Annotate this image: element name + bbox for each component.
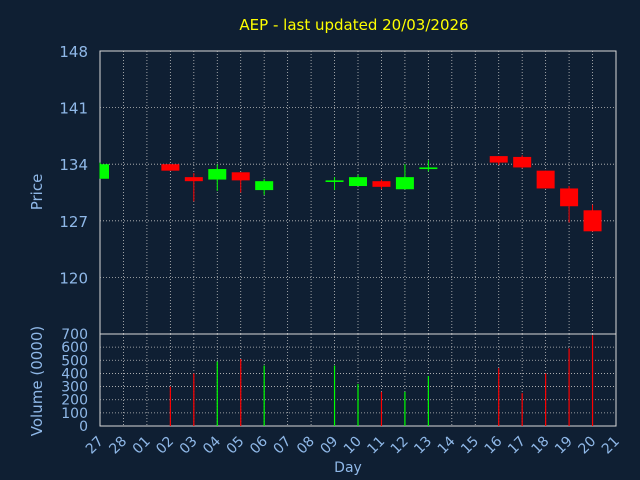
x-tick-label: 08 (294, 434, 318, 458)
volume-tick-label: 600 (61, 340, 88, 356)
volume-axis-label: Volume (0000) (28, 326, 46, 436)
price-tick-label: 134 (59, 156, 88, 174)
candle-body (349, 177, 367, 187)
candle-body (560, 188, 579, 207)
x-tick-label: 13 (411, 434, 435, 458)
volume-tick-label: 0 (79, 419, 88, 435)
x-tick-label: 02 (153, 434, 177, 458)
price-tick-label: 148 (59, 43, 88, 61)
price-tick-label: 141 (59, 100, 88, 118)
x-tick-label: 11 (364, 434, 388, 458)
price-tick-label: 127 (59, 213, 88, 231)
x-tick-label: 04 (200, 433, 224, 457)
x-tick-label: 21 (599, 434, 623, 458)
x-tick-label: 27 (83, 434, 107, 458)
x-tick-label: 19 (552, 434, 576, 458)
x-tick-label: 15 (458, 434, 482, 458)
volume-tick-label: 500 (61, 353, 88, 369)
candle-body (489, 156, 508, 163)
candle-body (184, 177, 203, 182)
price-panel: 120 127 134 141 148 (59, 43, 617, 335)
candle-body (419, 167, 438, 170)
x-tick-label: 05 (224, 434, 248, 458)
x-tick-label: 18 (529, 434, 553, 458)
x-tick-label: 06 (247, 433, 271, 457)
x-tick-label: 16 (482, 433, 506, 457)
candle-body (372, 181, 391, 187)
x-tick-label: 14 (435, 433, 459, 457)
x-tick-label: 10 (341, 434, 365, 458)
x-tick-label: 01 (130, 434, 154, 458)
price-tick-label: 120 (59, 269, 88, 287)
candle-body (208, 169, 227, 180)
candle-body (536, 170, 555, 189)
candle-body (325, 180, 344, 182)
x-axis-label: Day (334, 460, 362, 476)
x-tick-label: 07 (271, 434, 295, 458)
candle-body (513, 156, 532, 168)
candle-body (583, 210, 602, 232)
x-tick-label: 17 (505, 434, 529, 458)
x-tick-label: 20 (575, 434, 599, 458)
x-tick-label: 12 (388, 434, 412, 458)
x-tick-label: 28 (106, 434, 130, 458)
candle-body (231, 172, 250, 181)
volume-tick-label: 400 (61, 366, 88, 382)
candle-body (395, 177, 414, 190)
price-axis-label: Price (28, 174, 46, 211)
x-tick-label: 03 (177, 434, 201, 458)
volume-tick-label: 700 (61, 327, 88, 343)
volume-tick-label: 200 (61, 393, 88, 409)
candle-body (161, 164, 180, 171)
chart-title: AEP - last updated 20/03/2026 (239, 16, 468, 34)
volume-tick-label: 100 (61, 406, 88, 422)
x-tick-label: 09 (317, 434, 341, 458)
x-axis: 27 28 01 02 03 04 05 06 07 08 09 10 11 12 13 14 15 16 17 18… (83, 433, 623, 457)
volume-tick-label: 300 (61, 380, 88, 396)
candle-body (100, 164, 109, 179)
candle-body (255, 181, 274, 191)
